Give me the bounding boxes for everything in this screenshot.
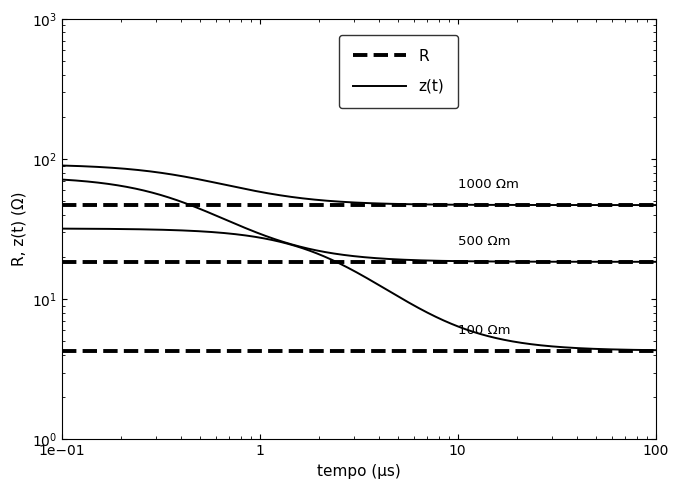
Text: 1000 Ωm: 1000 Ωm xyxy=(458,178,519,192)
X-axis label: tempo (μs): tempo (μs) xyxy=(317,464,401,479)
Text: 500 Ωm: 500 Ωm xyxy=(458,235,510,248)
Text: 100 Ωm: 100 Ωm xyxy=(458,324,510,337)
Legend: R, z(t): R, z(t) xyxy=(339,35,458,108)
Y-axis label: R, z(t) (Ω): R, z(t) (Ω) xyxy=(11,192,26,267)
